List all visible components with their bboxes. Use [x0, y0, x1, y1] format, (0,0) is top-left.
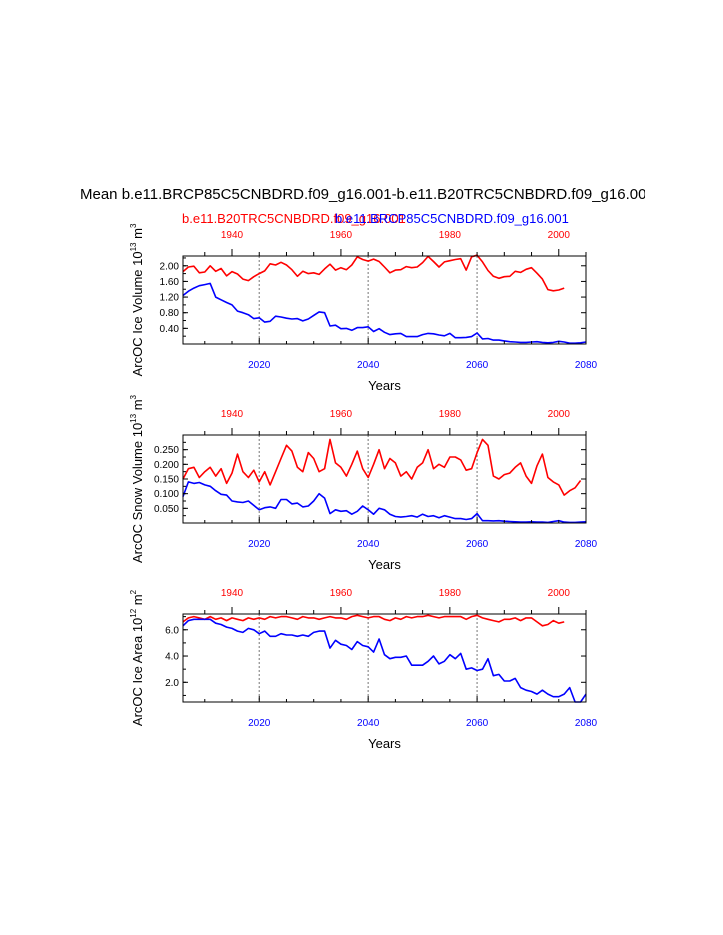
panels-group: 0.40 0.80 1.20 1.60 2.00 2020 2040 2060 2080 1940…: [129, 223, 598, 751]
ice-volume-ytick-label: 1.20: [160, 293, 180, 304]
ice-volume-xtick-label-top: 2000: [548, 230, 571, 241]
ice-area-xtick-label-top: 1960: [330, 588, 353, 599]
ice-volume-ytick-label: 1.60: [160, 277, 180, 288]
subtitle-blue: b.e11.BRCP85C5CNBDRD.f09_g16.001: [335, 211, 569, 226]
ice-volume-xtick-label-top: 1940: [221, 230, 244, 241]
ice-area-ylabel: ArcOC Ice Area 1012 m2: [129, 589, 145, 726]
ice-area-ytick-label: 2.0: [165, 678, 179, 689]
ice-area-frame: [182, 613, 587, 703]
subtitle-red: b.e11.B20TRC5CNBDRD.f09_g16.001: [182, 211, 406, 226]
snow-volume-panel: 0.050 0.100 0.150 0.200 0.250 2020 2040 2060 208…: [129, 394, 598, 572]
ice-area-series-red: [182, 614, 565, 627]
figure-title: Mean b.e11.BRCP85C5CNBDRD.f09_g16.001-b.…: [80, 186, 655, 203]
snow-volume-xtick-label-top: 1940: [221, 409, 244, 420]
snow-volume-series-red: [182, 438, 582, 496]
snow-volume-ytick-label: 0.100: [154, 489, 179, 500]
ice-area-series-blue: [182, 618, 587, 703]
snow-volume-ytick-label: 0.200: [154, 460, 179, 471]
ice-volume-xtick-label-bottom: 2080: [575, 360, 598, 371]
snow-volume-ytick-label: 0.050: [154, 504, 179, 515]
ice-area-xtick-label-bottom: 2080: [575, 718, 598, 729]
ice-volume-xtick-label-bottom: 2020: [248, 360, 271, 371]
ice-area-xtick-label-top: 1980: [439, 588, 462, 599]
ice-area-xtick-label-bottom: 2020: [248, 718, 271, 729]
snow-volume-ylabel: ArcOC Snow Volume 1013 m3: [129, 394, 145, 563]
ice-volume-xtick-label-bottom: 2060: [466, 360, 489, 371]
ice-area-xtick-label-top: 2000: [548, 588, 571, 599]
ice-area-xtick-label-bottom: 2060: [466, 718, 489, 729]
ice-volume-ylabel: ArcOC Ice Volume 1013 m3: [129, 223, 145, 376]
ice-volume-ytick-label: 0.40: [160, 324, 180, 335]
ice-area-ytick-label: 6.0: [165, 625, 179, 636]
snow-volume-xtick-label-bottom: 2040: [357, 539, 380, 550]
ice-volume-frame: [182, 255, 587, 345]
snow-volume-xtick-label-bottom: 2080: [575, 539, 598, 550]
ice-volume-xlabel: Years: [368, 378, 401, 393]
snow-volume-xtick-label-top: 2000: [548, 409, 571, 420]
ice-volume-xtick-label-top: 1980: [439, 230, 462, 241]
snow-volume-xtick-label-bottom: 2020: [248, 539, 271, 550]
ice-volume-series-red: [182, 254, 565, 292]
snow-volume-ytick-label: 0.150: [154, 475, 179, 486]
snow-volume-xtick-label-top: 1960: [330, 409, 353, 420]
ice-volume-xtick-label-top: 1960: [330, 230, 353, 241]
snow-volume-ytick-label: 0.250: [154, 445, 179, 456]
snow-volume-xlabel: Years: [368, 557, 401, 572]
ice-area-panel: 2.0 4.0 6.0 2020 2040 2060 2080 1940 1960 1980 200…: [129, 588, 598, 751]
ice-volume-ytick-label: 2.00: [160, 261, 180, 272]
snow-volume-xtick-label-bottom: 2060: [466, 539, 489, 550]
ice-area-ytick-label: 4.0: [165, 652, 179, 663]
ice-volume-series-blue: [182, 282, 587, 345]
snow-volume-series-blue: [182, 481, 587, 524]
ice-area-xlabel: Years: [368, 736, 401, 751]
ice-volume-panel: 0.40 0.80 1.20 1.60 2.00 2020 2040 2060 2080 1940…: [129, 223, 598, 393]
ice-volume-ytick-label: 0.80: [160, 308, 180, 319]
ice-area-xtick-label-top: 1940: [221, 588, 244, 599]
snow-volume-xtick-label-top: 1980: [439, 409, 462, 420]
ice-area-xtick-label-bottom: 2040: [357, 718, 380, 729]
ice-volume-xtick-label-bottom: 2040: [357, 360, 380, 371]
